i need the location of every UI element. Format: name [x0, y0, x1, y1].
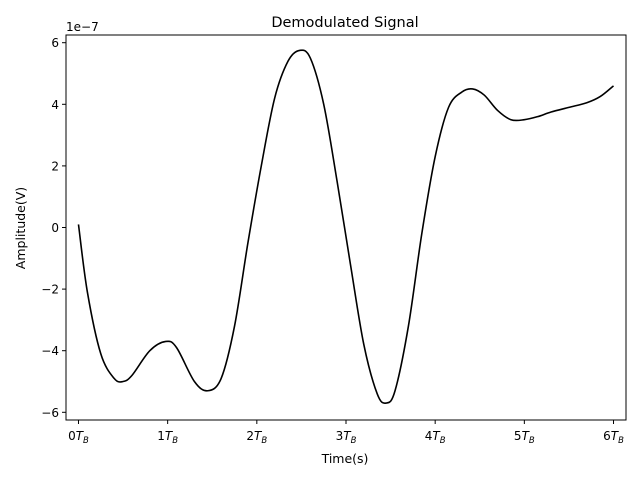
demodulated-signal-line	[77, 49, 615, 405]
x-tick-label: 1TB	[157, 429, 178, 446]
x-tick-label: 4TB	[425, 429, 446, 446]
x-tick-label: 2TB	[246, 429, 267, 446]
x-axis-ticks: 0TB 1TB 2TB 3TB 4TB 5TB 6TB	[68, 420, 624, 446]
y-axis-label: Amplitude(V)	[13, 187, 28, 269]
y-tick-label: −2	[41, 283, 59, 297]
x-axis-label: Time(s)	[321, 451, 369, 466]
y-tick-label: 4	[51, 98, 59, 112]
x-tick-label: 6TB	[603, 429, 624, 446]
plot-area	[65, 34, 627, 421]
chart-title: Demodulated Signal	[271, 15, 418, 31]
y-axis-ticks: 6 4 2 0 −2 −4 −6	[41, 36, 66, 420]
y-tick-label: −4	[41, 344, 59, 358]
x-tick-label: 3TB	[336, 429, 357, 446]
y-tick-label: 0	[51, 221, 59, 235]
y-tick-label: −6	[41, 406, 59, 420]
y-tick-label: 2	[51, 159, 59, 173]
y-offset-label: 1e−7	[66, 20, 99, 34]
x-tick-label: 5TB	[514, 429, 535, 446]
plot-frame	[65, 34, 627, 421]
x-tick-label: 0TB	[68, 429, 89, 446]
y-tick-label: 6	[51, 36, 59, 50]
